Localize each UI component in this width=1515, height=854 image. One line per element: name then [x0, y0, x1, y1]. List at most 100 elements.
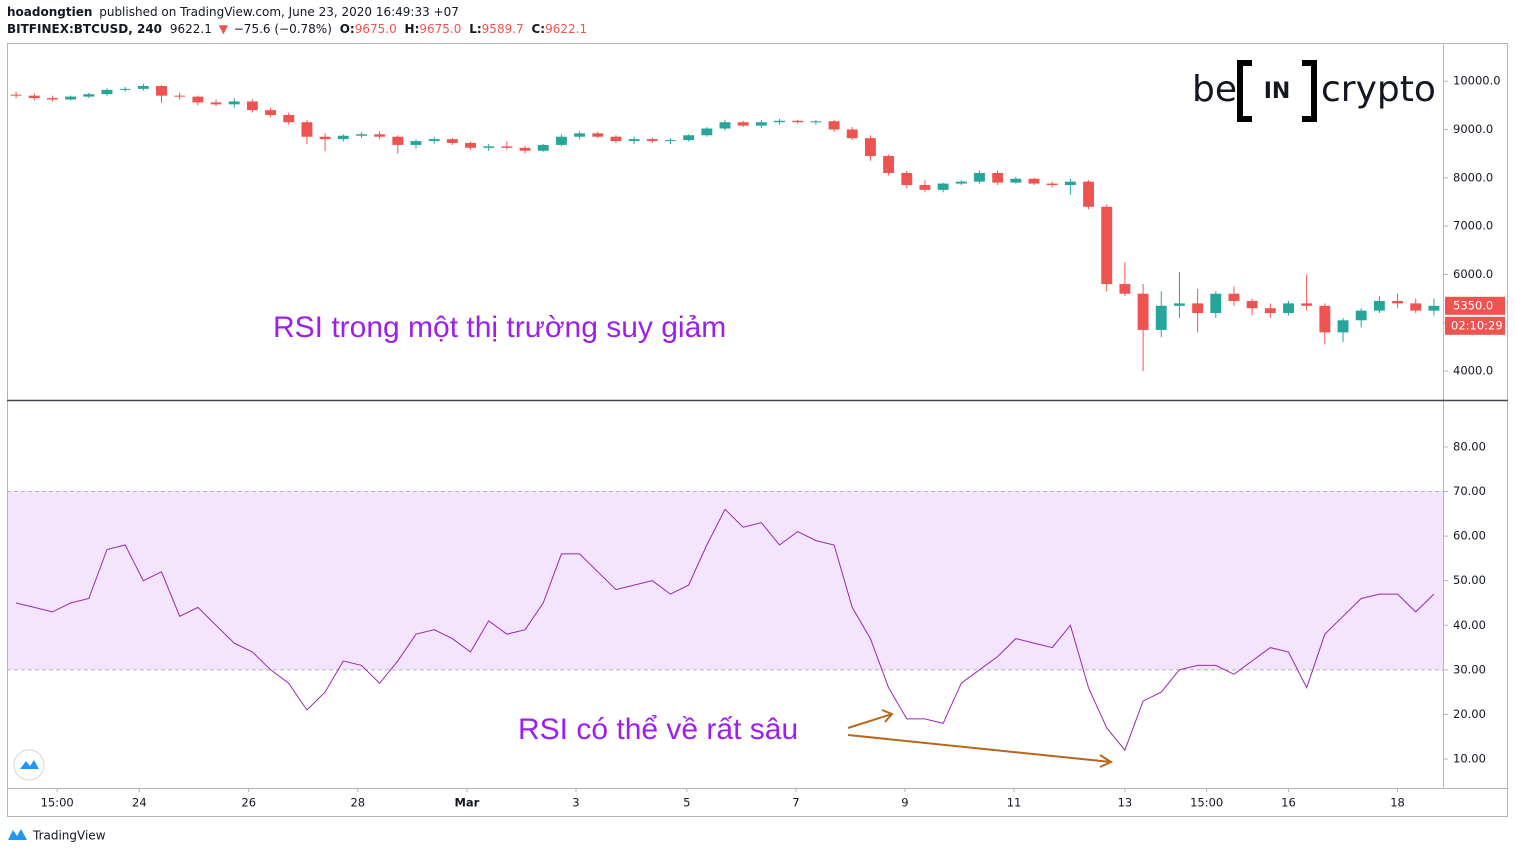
candle-body — [1410, 303, 1422, 311]
candle-body — [119, 88, 131, 90]
x-tick-label: 24 — [132, 796, 147, 810]
candle-body — [610, 136, 622, 142]
candle-body — [192, 96, 204, 103]
candle-body — [919, 185, 931, 190]
y-tick-label: 10000.0 — [1453, 74, 1501, 88]
ohlc-label: H: — [405, 22, 420, 36]
candle-body — [301, 122, 313, 137]
candle-body — [519, 147, 531, 151]
ohlc-label: C: — [532, 22, 546, 36]
logo-left: be — [1192, 69, 1237, 110]
x-tick-label: 3 — [572, 796, 579, 810]
candle-body — [101, 89, 113, 95]
candle-body — [374, 134, 386, 137]
candle-body — [392, 136, 404, 145]
annotation: RSI trong một thị trường suy giảm — [273, 311, 726, 344]
x-tick-label: 28 — [350, 796, 365, 810]
candle-body — [410, 141, 422, 145]
candle-body — [1264, 308, 1276, 314]
y-tick-label: 50.00 — [1453, 573, 1486, 587]
header-line: hoadongtien published on TradingView.com… — [7, 5, 459, 19]
candle-body — [1373, 300, 1385, 311]
panes — [7, 491, 1443, 671]
candle-body — [1337, 320, 1349, 333]
frame — [7, 43, 1508, 817]
countdown: 02:10:29 — [1451, 318, 1503, 332]
y-tick-label: 10.00 — [1453, 752, 1486, 766]
candle-body — [65, 96, 77, 100]
candle-body — [337, 135, 349, 140]
annotation: RSI có thể về rất sâu — [518, 713, 798, 746]
candle-body — [810, 121, 822, 123]
x-tick-label: 5 — [683, 796, 690, 810]
footer: TradingView — [32, 829, 106, 843]
x-tick-label: 7 — [792, 796, 799, 810]
candle-body — [356, 134, 367, 136]
logo-brackets — [1237, 60, 1317, 122]
candle-body — [974, 172, 985, 182]
logo-middle: IN — [1264, 79, 1291, 104]
ohlc-value: 9589.7 — [482, 22, 524, 36]
candle-body — [319, 136, 331, 140]
candle-body — [846, 129, 858, 139]
ohlc-label: O: — [340, 22, 355, 36]
y-tick-label: 30.00 — [1453, 662, 1486, 676]
direction: ▼ — [219, 22, 229, 36]
candle-body — [992, 172, 1004, 183]
published: published on TradingView.com, June 23, 2… — [99, 5, 459, 19]
last: 9622.1 — [170, 22, 212, 36]
candle-body — [719, 122, 731, 129]
candle-body — [210, 102, 222, 105]
candle-body — [28, 95, 40, 99]
candle-body — [864, 138, 876, 157]
candle-body — [937, 183, 949, 190]
candle-body — [283, 114, 295, 123]
candle-body — [683, 135, 695, 141]
candle-body — [901, 172, 913, 186]
x-tick-label: 9 — [901, 796, 908, 810]
y-tick-label: 60.00 — [1453, 529, 1486, 543]
band — [7, 491, 1443, 670]
y-tick-label: 20.00 — [1453, 707, 1486, 721]
candle-body — [1392, 300, 1404, 304]
candle-body — [1319, 305, 1331, 333]
y-tick-label: 70.00 — [1453, 484, 1486, 498]
candle-body — [792, 120, 804, 123]
tv-icon — [20, 760, 39, 769]
change: −75.6 (−0.78%) — [234, 22, 332, 36]
candle-body — [1301, 303, 1313, 306]
y-tick-label: 40.00 — [1453, 618, 1486, 632]
x-tick-label: 26 — [241, 796, 256, 810]
last-price-label: 5350.0 — [1453, 298, 1493, 312]
candle-body — [174, 95, 186, 97]
ohlc-value: 9675.0 — [355, 22, 397, 36]
candle-body — [1228, 293, 1240, 301]
y-tick-label: 7000.0 — [1453, 219, 1493, 233]
candle-body — [1192, 303, 1204, 314]
candle-body — [1355, 310, 1367, 321]
candle-body — [137, 85, 149, 89]
rsi-line — [15, 508, 1435, 752]
candle-body — [555, 136, 567, 145]
candle-body — [1428, 305, 1440, 311]
y-tick-label: 9000.0 — [1453, 122, 1493, 136]
candle-body — [428, 139, 440, 142]
y-tick-label: 4000.0 — [1453, 364, 1493, 378]
author: hoadongtien — [7, 5, 92, 19]
countdown-box — [1445, 316, 1505, 335]
candle-body — [265, 110, 277, 115]
candle-body — [446, 139, 458, 143]
candle-body — [883, 156, 895, 173]
candle-body — [1046, 183, 1058, 186]
candle-body — [955, 181, 967, 184]
candle-body — [737, 122, 749, 126]
candle-body — [828, 121, 840, 130]
arrow — [847, 709, 894, 729]
candle-body — [646, 139, 658, 142]
candle-body — [1246, 300, 1258, 309]
logo-right: crypto — [1321, 69, 1436, 110]
candle-body — [1173, 303, 1185, 306]
candle-body — [1101, 206, 1113, 285]
candle-body — [46, 98, 58, 100]
arrows — [847, 709, 1114, 768]
